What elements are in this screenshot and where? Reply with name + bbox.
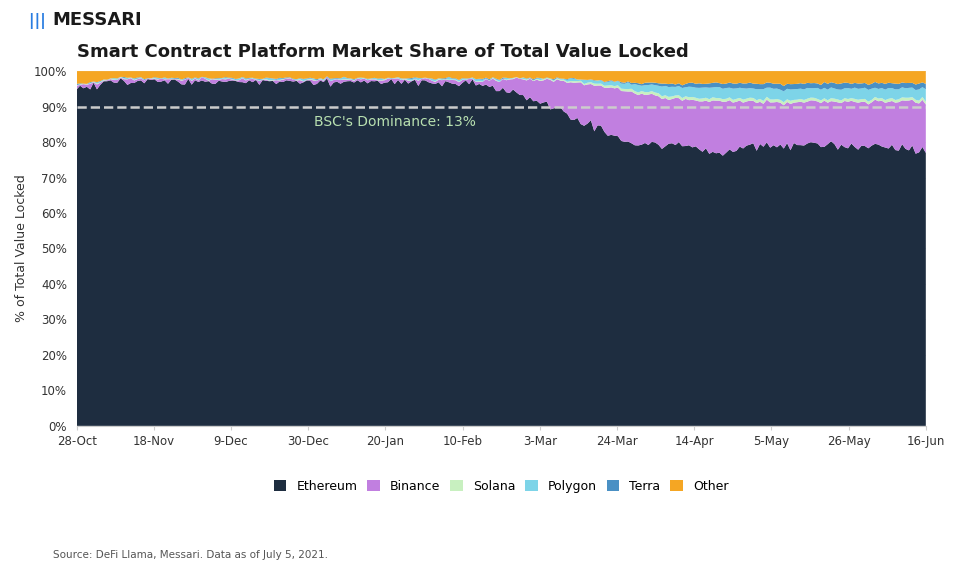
Text: MESSARI: MESSARI xyxy=(53,11,142,29)
Text: |||: ||| xyxy=(29,14,51,29)
Text: Smart Contract Platform Market Share of Total Value Locked: Smart Contract Platform Market Share of … xyxy=(77,43,688,61)
Y-axis label: % of Total Value Locked: % of Total Value Locked xyxy=(15,175,28,323)
Text: Source: DeFi Llama, Messari. Data as of July 5, 2021.: Source: DeFi Llama, Messari. Data as of … xyxy=(53,550,327,561)
Legend: Ethereum, Binance, Solana, Polygon, Terra, Other: Ethereum, Binance, Solana, Polygon, Terr… xyxy=(269,475,733,497)
Text: BSC's Dominance: 13%: BSC's Dominance: 13% xyxy=(315,115,476,129)
